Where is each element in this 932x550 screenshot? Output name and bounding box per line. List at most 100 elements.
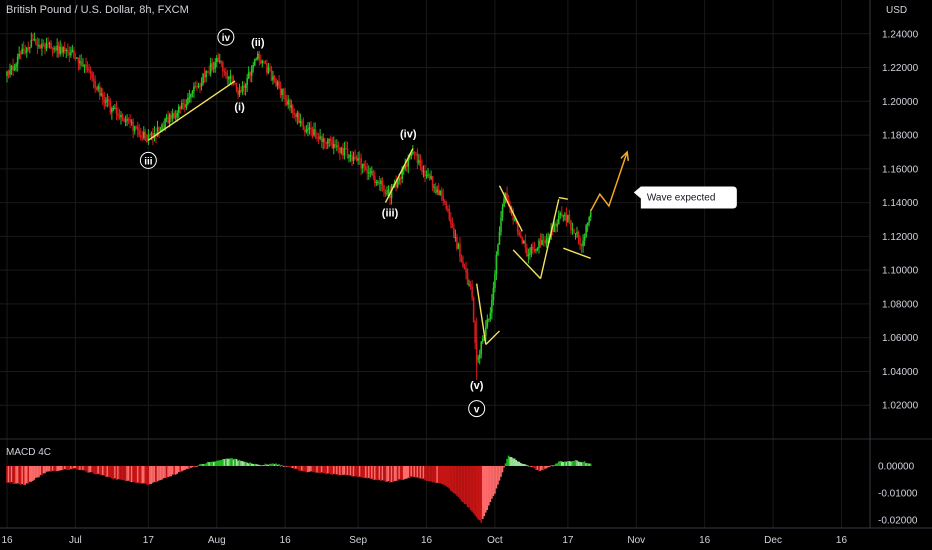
macd-bar [485, 465, 487, 513]
candle-body [179, 106, 182, 110]
macd-bar [193, 465, 195, 468]
candle-body [468, 284, 470, 286]
macd-bar [273, 464, 276, 466]
candle-body [386, 193, 388, 195]
macd-bar [526, 465, 528, 466]
candle-body [276, 81, 279, 86]
candle-body [86, 67, 89, 71]
candle-body [209, 63, 212, 74]
macd-bar [158, 465, 160, 481]
candle-body [30, 39, 33, 48]
macd-bar [311, 465, 314, 472]
macd-bar [453, 465, 455, 494]
macd-bar [486, 465, 489, 510]
macd-bar [451, 465, 454, 492]
candle-body [323, 138, 326, 143]
candle-body [205, 71, 207, 78]
candle-body [346, 148, 349, 158]
candle-body [554, 223, 557, 227]
wave-label-circle [139, 151, 157, 169]
macd-bar [270, 463, 273, 466]
candle-body [281, 89, 283, 96]
macd-bar [266, 464, 268, 466]
macd-bar [533, 465, 536, 469]
macd-bar [109, 465, 112, 478]
macd-bar [287, 465, 289, 467]
candle-body [167, 117, 169, 124]
macd-bar [42, 465, 45, 474]
annotation-layer: Wave expected [633, 186, 737, 209]
wave-label: iv [222, 33, 231, 44]
candle-body [334, 143, 337, 147]
candle-body [509, 206, 511, 213]
macd-bar [317, 465, 320, 473]
candle-body [405, 164, 408, 167]
candle-body [284, 94, 286, 102]
macd-bar [582, 462, 584, 466]
candle-body [144, 131, 147, 141]
macd-bar [179, 465, 182, 473]
candle-body [351, 154, 353, 161]
candle-body [559, 213, 562, 216]
candle-body [190, 93, 192, 98]
macd-bar [135, 465, 137, 484]
macd-bar [410, 465, 413, 477]
macd-bar [579, 461, 581, 466]
candle-body [422, 170, 425, 172]
candle-body [395, 182, 397, 188]
candle-body [244, 84, 247, 89]
candle-body [486, 319, 489, 328]
macd-bar [506, 458, 508, 466]
candle-body [325, 142, 327, 144]
time-tick-label: 16 [280, 535, 292, 546]
macd-bar [71, 465, 74, 470]
macd-bar [436, 465, 438, 483]
candle-body [197, 85, 200, 87]
candle-body [409, 156, 411, 158]
candle-body [282, 89, 285, 95]
candle-body [478, 353, 481, 359]
candle-body [333, 143, 335, 149]
macd-bar [320, 465, 323, 473]
macd-bar [276, 464, 279, 466]
candle-body [188, 97, 191, 99]
candle-body [580, 244, 583, 247]
candle-body [504, 193, 507, 200]
wave-label-circle [217, 28, 235, 46]
macd-bar [457, 465, 460, 498]
candle-body [583, 236, 586, 241]
macd-bar [425, 465, 428, 481]
macd-bar [229, 458, 232, 466]
macd-bar [295, 465, 297, 469]
time-tick-label: 17 [562, 535, 574, 546]
macd-bar [138, 465, 141, 484]
macd-bar [415, 465, 417, 478]
macd-bar [56, 465, 58, 472]
macd-tick-label: -0.01000 [878, 488, 918, 499]
macd-bar [518, 461, 521, 466]
candle-body [378, 181, 381, 185]
candle-body [129, 119, 131, 122]
trendlines-layer [147, 80, 591, 345]
macd-bar [170, 465, 172, 477]
macd-bar [392, 465, 394, 483]
macd-bar [29, 465, 31, 482]
macd-bar [76, 465, 78, 470]
price-tick-label: 1.18000 [882, 131, 919, 142]
macd-bar [504, 463, 507, 466]
candle-body [279, 88, 282, 96]
macd-bar [355, 465, 358, 477]
time-axis: 16 Jul 17 Aug 16 Sep 16 Oct 17 Nov 16 Dec 16 [1, 535, 847, 546]
candle-body [329, 138, 332, 142]
macd-bar [339, 465, 341, 476]
macd-bar [585, 463, 587, 466]
price-tick-label: 1.10000 [882, 266, 919, 277]
candle-body [237, 90, 239, 95]
macd-bar [389, 465, 391, 483]
candle-body [387, 189, 390, 194]
candle-body [83, 64, 86, 66]
candle-body [228, 76, 230, 80]
candle-body [375, 181, 378, 183]
macd-bar [211, 461, 213, 466]
